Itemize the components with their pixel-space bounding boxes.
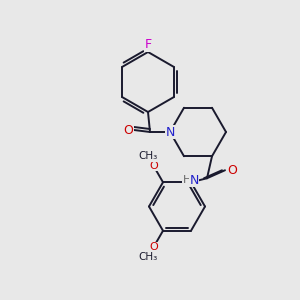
- Text: O: O: [227, 164, 237, 177]
- Text: O: O: [149, 161, 158, 171]
- Text: N: N: [189, 174, 199, 187]
- Text: N: N: [165, 125, 175, 139]
- Text: F: F: [144, 38, 152, 52]
- Text: O: O: [149, 242, 158, 252]
- Text: CH₃: CH₃: [138, 151, 158, 161]
- Text: CH₃: CH₃: [138, 252, 158, 262]
- Text: O: O: [123, 124, 133, 136]
- Text: H: H: [183, 175, 191, 185]
